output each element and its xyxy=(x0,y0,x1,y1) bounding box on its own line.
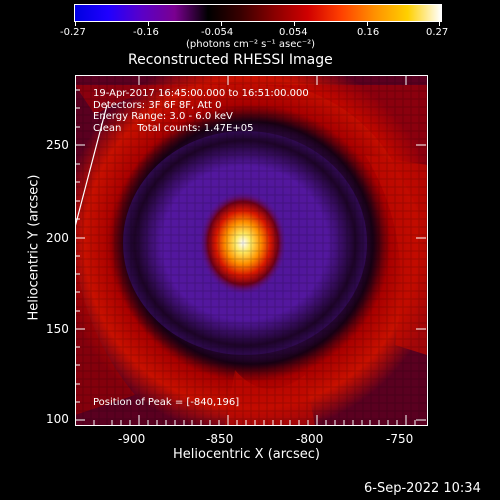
peak-position-label: Position of Peak = [-840,196] xyxy=(93,397,240,408)
info-line: Clean Total counts: 1.47E+05 xyxy=(93,122,254,134)
rhessi-image xyxy=(75,75,427,425)
colorbar-tick-label: -0.054 xyxy=(201,27,234,38)
colorbar-tick-label: 0.27 xyxy=(426,27,449,38)
y-axis-title: Heliocentric Y (arcsec) xyxy=(26,174,42,321)
colorbar-gradient xyxy=(75,5,441,21)
x-axis-title: Heliocentric X (arcsec) xyxy=(173,447,320,462)
colorbar-tick-label: -0.16 xyxy=(133,27,159,38)
info-line: 19-Apr-2017 16:45:00.000 to 16:51:00.000 xyxy=(93,88,309,99)
y-tick-label: 150 xyxy=(46,322,69,336)
x-tick-label: -850 xyxy=(206,432,234,446)
image-title: Reconstructed RHESSI Image xyxy=(128,52,333,68)
y-tick-label: 100 xyxy=(46,412,69,426)
colorbar-tick-label: -0.27 xyxy=(60,27,86,38)
colorbar xyxy=(74,4,442,22)
info-line: Energy Range: 3.0 - 6.0 keV xyxy=(93,111,233,122)
x-tick-label: -750 xyxy=(386,432,414,446)
colorbar-tick-label: 0.054 xyxy=(279,27,308,38)
footer-timestamp: 6-Sep-2022 10:34 xyxy=(364,481,481,496)
colorbar-tick-label: 0.16 xyxy=(357,27,380,38)
info-line: Detectors: 3F 6F 8F, Att 0 xyxy=(93,99,222,111)
y-tick-label: 250 xyxy=(46,138,69,152)
rhessi-image-panel: 19-Apr-2017 16:45:00.000 to 16:51:00.000… xyxy=(75,75,427,425)
x-tick-label: -900 xyxy=(118,432,146,446)
colorbar-ticks xyxy=(75,21,440,27)
colorbar-unit-label: (photons cm⁻² s⁻¹ asec⁻²) xyxy=(186,39,316,50)
solar-limb-line xyxy=(75,104,108,228)
x-tick-label: -800 xyxy=(296,432,324,446)
y-tick-label: 200 xyxy=(46,231,69,245)
